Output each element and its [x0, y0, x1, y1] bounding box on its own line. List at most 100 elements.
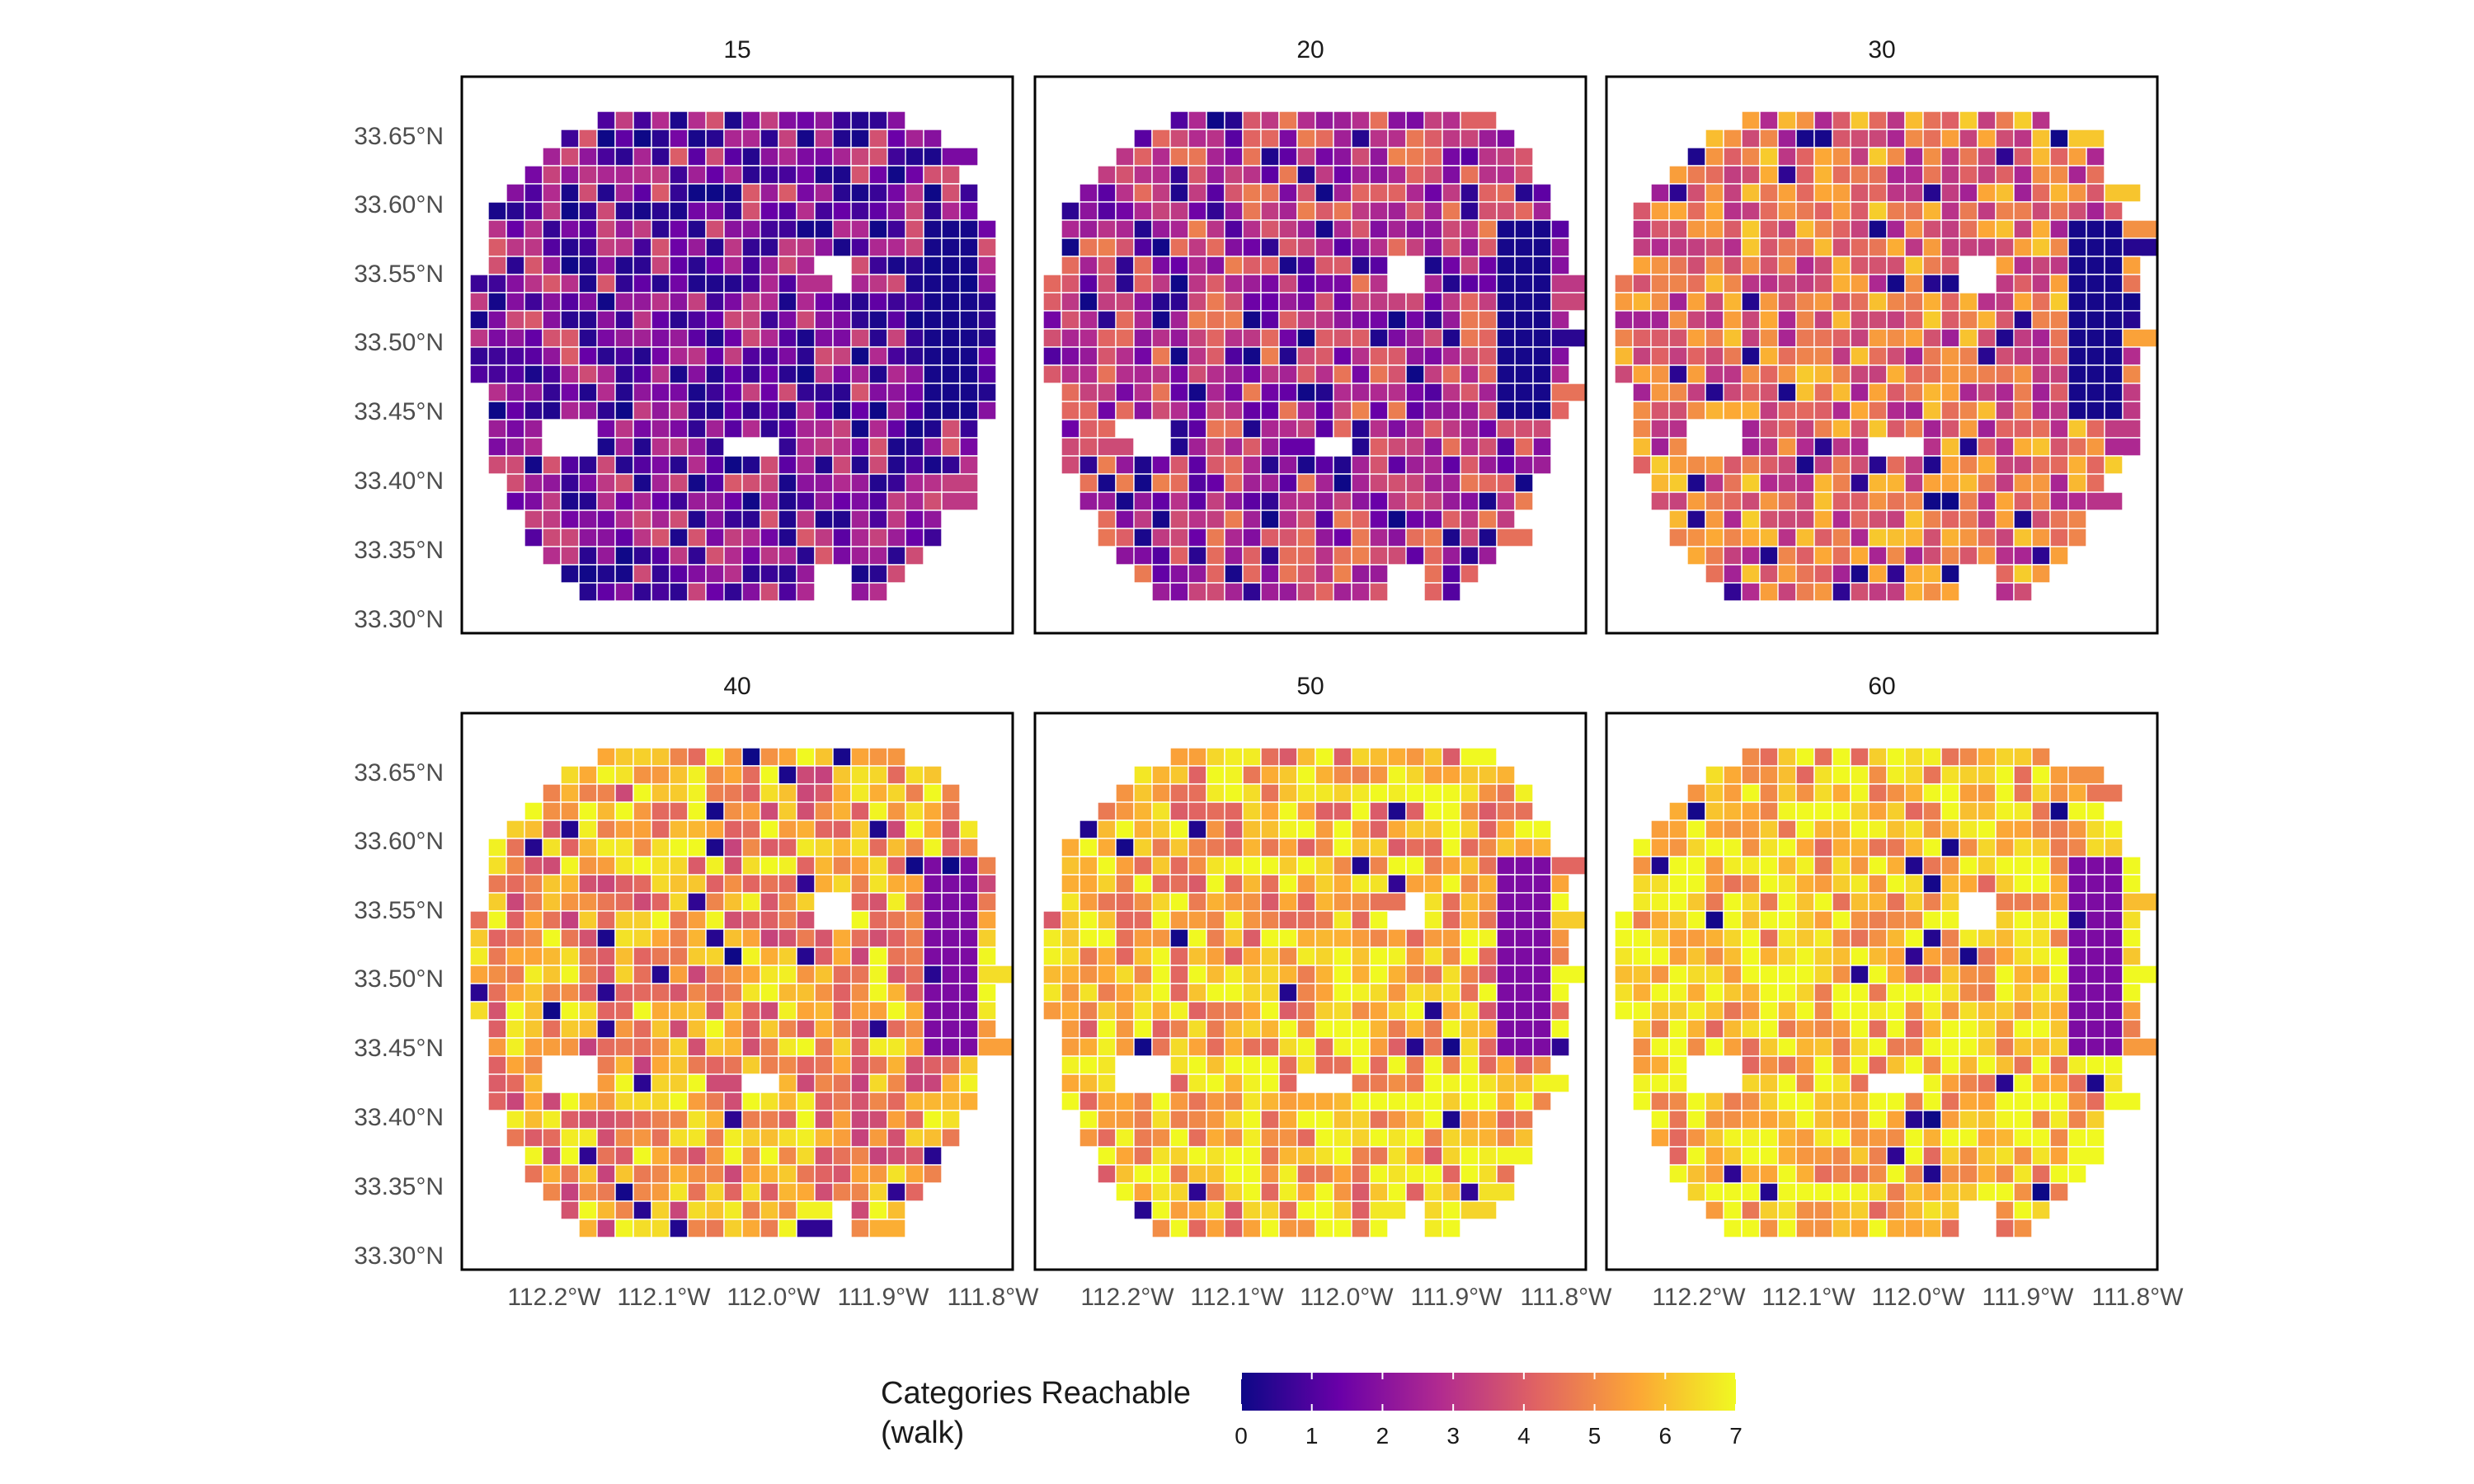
tract-cell [814, 1073, 834, 1093]
tract-cell [887, 383, 906, 402]
tract-cell [1369, 1001, 1389, 1021]
tract-cell [687, 928, 707, 948]
tract-cell [1079, 201, 1098, 221]
tract-cell [814, 965, 834, 984]
tract-cell [760, 491, 779, 511]
tract-cell [1151, 946, 1171, 966]
tract-cell [1813, 419, 1833, 439]
tract-cell [1206, 110, 1225, 130]
tract-cell [1514, 783, 1534, 803]
tract-cell [1061, 1019, 1080, 1039]
tract-cell [1723, 510, 1743, 529]
tract-cell [923, 819, 943, 839]
tract-cell [741, 564, 761, 584]
tract-cell [1351, 765, 1371, 785]
tract-cell [1940, 783, 1960, 803]
tract-cell [1850, 1110, 1870, 1129]
tract-cell [506, 183, 525, 203]
tract-cell [1532, 856, 1552, 876]
tract-cell [1442, 528, 1461, 547]
tract-cell [977, 928, 997, 948]
tract-cell [596, 510, 616, 529]
tract-cell [669, 328, 689, 348]
tract-cell [2122, 892, 2160, 912]
facet-tracts-40 [469, 747, 1015, 1238]
tract-cell [1632, 401, 1652, 420]
tract-cell [1832, 1019, 1851, 1039]
tract-cell [778, 928, 797, 948]
tract-cell [1759, 274, 1779, 294]
tract-cell [1723, 383, 1743, 402]
tract-cell [487, 874, 507, 894]
tract-cell [2086, 892, 2105, 912]
tract-cell [1369, 165, 1389, 185]
tract-cell [2104, 1055, 2124, 1075]
tract-cell [2104, 401, 2124, 420]
tract-cell [1097, 965, 1117, 984]
tract-cell [796, 946, 816, 966]
tract-cell [1813, 1146, 1833, 1166]
tract-cell [977, 383, 997, 402]
tract-cell [1296, 237, 1316, 257]
tract-cell [705, 1164, 725, 1184]
tract-cell [1886, 147, 1906, 167]
tract-cell [741, 364, 761, 384]
tract-cell [705, 455, 725, 475]
tract-cell [614, 1182, 634, 1202]
tract-cell [905, 1182, 924, 1202]
tract-cell [1351, 310, 1371, 330]
tract-cell [814, 419, 834, 439]
tract-cell [506, 237, 525, 257]
tract-cell [814, 983, 834, 1003]
tract-cell [1442, 364, 1461, 384]
tract-cell [1405, 491, 1425, 511]
tract-cell [796, 219, 816, 239]
tract-cell [2031, 1037, 2051, 1057]
tract-cell [1886, 1037, 1906, 1057]
tract-cell [1242, 1200, 1262, 1220]
tract-cell [1097, 401, 1117, 420]
tract-cell [832, 437, 852, 457]
tract-cell [1922, 510, 1942, 529]
tract-cell [633, 201, 652, 221]
tract-cell [741, 1146, 761, 1166]
tract-cell [850, 765, 870, 785]
tract-cell [1723, 219, 1743, 239]
y-tick-label: 33.65°N [354, 123, 444, 150]
tract-cell [1079, 1019, 1098, 1039]
tract-cell [1723, 1200, 1743, 1220]
tract-cell [1206, 747, 1225, 767]
tract-cell [1904, 346, 1924, 366]
tract-cell [1405, 419, 1425, 439]
tract-cell [941, 801, 961, 821]
tract-cell [1723, 292, 1743, 312]
tract-cell [1904, 1200, 1924, 1220]
tract-cell [506, 274, 525, 294]
tract-cell [923, 765, 943, 785]
tract-cell [1940, 1128, 1960, 1148]
tract-cell [669, 564, 689, 584]
tract-cell [542, 946, 562, 966]
tract-cell [1460, 801, 1479, 821]
tract-cell [778, 346, 797, 366]
tract-cell [814, 1164, 834, 1184]
tract-cell [1777, 1182, 1797, 1202]
tract-cell [923, 910, 943, 930]
tract-cell [1650, 965, 1670, 984]
tract-cell [2067, 838, 2087, 857]
tract-cell [1995, 983, 2015, 1003]
tract-cell [1650, 874, 1670, 894]
tract-cell [1387, 874, 1407, 894]
tract-cell [2049, 274, 2069, 294]
tract-cell [1188, 346, 1207, 366]
tract-cell [651, 364, 670, 384]
tract-cell [1296, 946, 1316, 966]
tract-cell [741, 1128, 761, 1148]
tract-cell [669, 147, 689, 167]
tract-cell [741, 419, 761, 439]
tract-cell [1668, 256, 1688, 275]
tract-cell [941, 473, 979, 493]
tract-cell [705, 983, 725, 1003]
tract-cell [614, 201, 634, 221]
tract-cell [1886, 310, 1906, 330]
